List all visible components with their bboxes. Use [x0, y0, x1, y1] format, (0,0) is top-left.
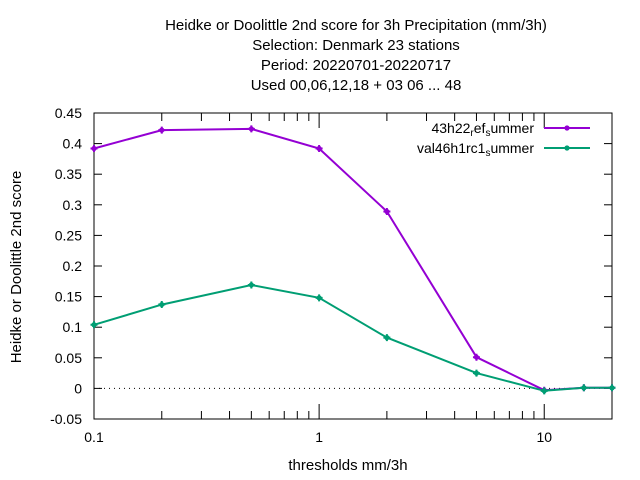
data-point-marker: [473, 354, 480, 360]
y-tick-label: 0.3: [63, 197, 83, 213]
data-point-marker: [91, 322, 97, 328]
data-point-marker: [384, 335, 390, 341]
legend-label-2: val46h1rc1summer: [417, 140, 534, 159]
y-tick-label: -0.05: [50, 411, 82, 427]
plot-border: [93, 112, 613, 420]
x-tick-label: 10: [536, 429, 552, 445]
data-point-marker: [581, 385, 587, 391]
chart-title-line-2: Selection: Denmark 23 stations: [252, 37, 460, 54]
chart-title-line-4: Used 00,06,12,18 + 03 06 ... 48: [250, 77, 462, 94]
chart-title-line-3: Period: 20220701-20220717: [260, 57, 452, 74]
data-point-marker: [159, 127, 165, 133]
y-tick-label: 0.4: [63, 136, 83, 152]
data-point-marker: [316, 145, 322, 152]
data-point-marker: [248, 282, 254, 288]
legend-marker-1: [564, 125, 570, 131]
x-tick-label: 1: [315, 429, 323, 445]
data-point-marker: [384, 208, 390, 215]
y-tick-label: 0.2: [63, 258, 83, 274]
y-tick-label: 0.05: [55, 350, 82, 366]
x-axis-label: thresholds mm/3h: [288, 457, 407, 474]
data-point-marker: [473, 370, 480, 376]
data-point-marker: [609, 385, 615, 391]
data-point-marker: [316, 295, 322, 301]
data-point-marker: [159, 301, 165, 308]
y-tick-label: 0.1: [63, 319, 83, 335]
y-tick-label: 0.25: [55, 227, 82, 243]
y-tick-label: 0.35: [55, 166, 82, 182]
legend-label-1: 43h22refsummer: [431, 120, 534, 139]
y-axis-label: Heidke or Doolittle 2nd score: [8, 171, 25, 364]
data-point-marker: [541, 388, 547, 394]
y-tick-label: 0.45: [55, 105, 82, 121]
y-tick-label: 0: [74, 380, 82, 396]
legend-marker-2: [564, 145, 570, 151]
series-line-2: [93, 283, 612, 392]
y-tick-label: 0.15: [55, 289, 82, 305]
chart-title-line-1: Heidke or Doolittle 2nd score for 3h Pre…: [165, 17, 547, 34]
series-line-1: [93, 127, 612, 392]
data-point-marker: [248, 126, 254, 132]
x-tick-label: 0.1: [84, 429, 104, 445]
data-point-marker: [91, 145, 97, 152]
